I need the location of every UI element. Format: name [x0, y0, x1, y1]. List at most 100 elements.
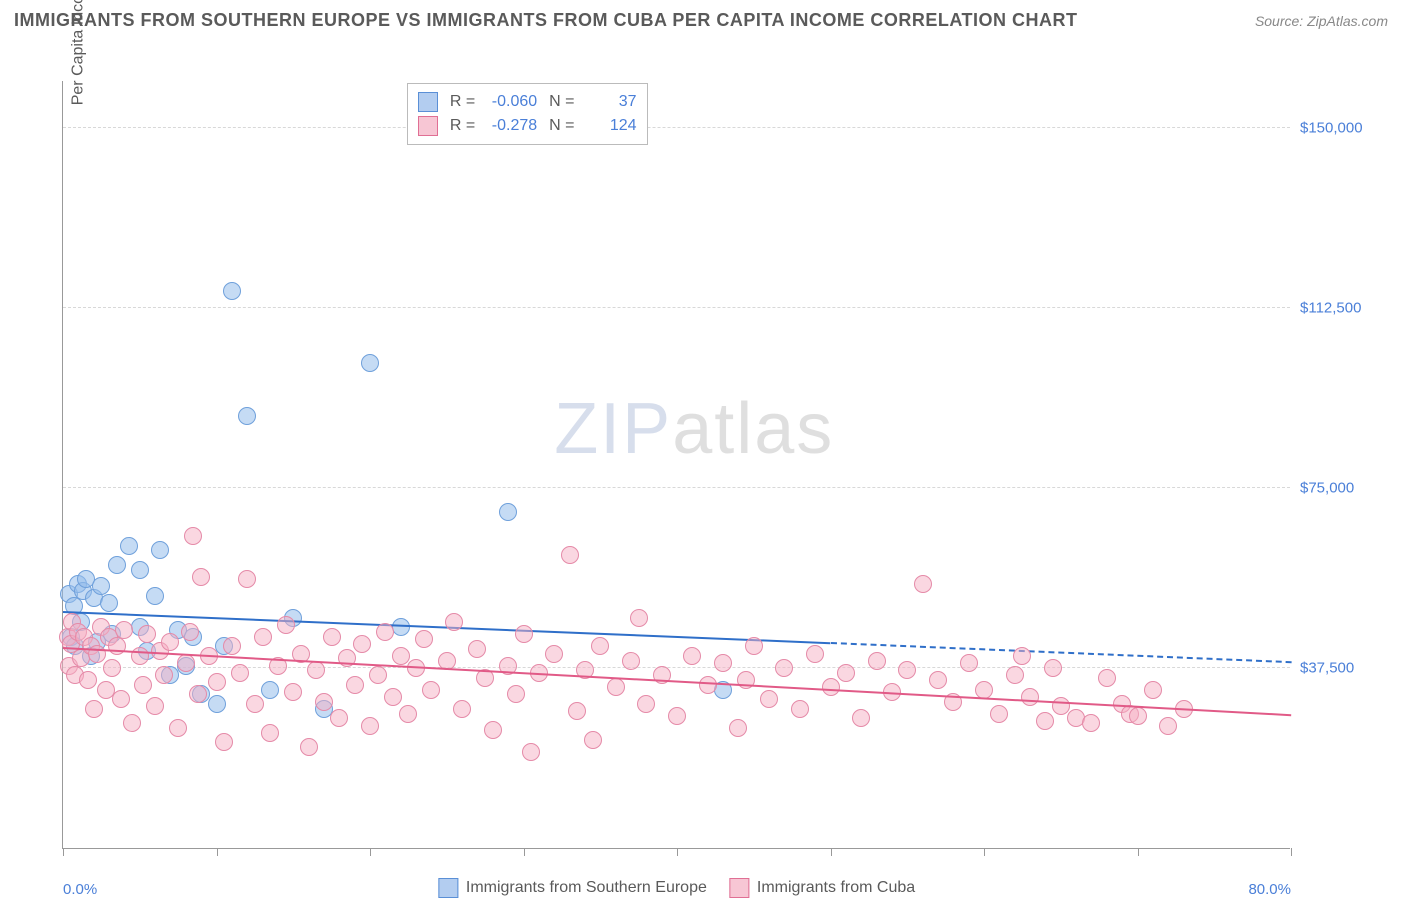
data-point: [177, 654, 195, 672]
data-point: [208, 673, 226, 691]
data-point: [346, 676, 364, 694]
data-point: [79, 671, 97, 689]
data-point: [208, 695, 226, 713]
x-tick: [984, 848, 985, 856]
x-tick: [370, 848, 371, 856]
legend-swatch: [418, 92, 438, 112]
data-point: [361, 717, 379, 735]
data-point: [1006, 666, 1024, 684]
data-point: [1021, 688, 1039, 706]
data-point: [668, 707, 686, 725]
r-value: -0.278: [483, 117, 537, 135]
data-point: [131, 647, 149, 665]
data-point: [1052, 697, 1070, 715]
data-point: [1098, 669, 1116, 687]
data-point: [392, 618, 410, 636]
data-point: [134, 676, 152, 694]
data-point: [791, 700, 809, 718]
data-point: [545, 645, 563, 663]
data-point: [453, 700, 471, 718]
x-tick: [63, 848, 64, 856]
data-point: [100, 594, 118, 612]
data-point: [85, 700, 103, 718]
data-point: [392, 647, 410, 665]
data-point: [238, 570, 256, 588]
data-point: [515, 625, 533, 643]
n-label: N =: [549, 117, 574, 135]
x-tick: [217, 848, 218, 856]
data-point: [112, 690, 130, 708]
data-point: [990, 705, 1008, 723]
data-point: [898, 661, 916, 679]
n-value: 124: [583, 117, 637, 135]
data-point: [120, 537, 138, 555]
data-point: [468, 640, 486, 658]
trend-line-extrapolated: [830, 642, 1291, 663]
data-point: [231, 664, 249, 682]
data-point: [376, 623, 394, 641]
data-point: [929, 671, 947, 689]
data-point: [1082, 714, 1100, 732]
source-attribution: Source: ZipAtlas.com: [1255, 13, 1388, 29]
data-point: [960, 654, 978, 672]
data-point: [975, 681, 993, 699]
data-point: [161, 633, 179, 651]
legend-swatch: [418, 116, 438, 136]
data-point: [261, 724, 279, 742]
data-point: [284, 683, 302, 701]
r-label: R =: [450, 117, 475, 135]
data-point: [745, 637, 763, 655]
data-point: [246, 695, 264, 713]
data-point: [261, 681, 279, 699]
data-point: [108, 637, 126, 655]
data-point: [637, 695, 655, 713]
gridline: [63, 487, 1290, 488]
data-point: [415, 630, 433, 648]
data-point: [607, 678, 625, 696]
correlation-stats-box: R =-0.060N =37R =-0.278N =124: [407, 83, 648, 145]
data-point: [223, 282, 241, 300]
data-point: [146, 697, 164, 715]
legend-label: Immigrants from Cuba: [757, 879, 915, 897]
data-point: [499, 503, 517, 521]
data-point: [584, 731, 602, 749]
data-point: [123, 714, 141, 732]
data-point: [155, 666, 173, 684]
stats-row: R =-0.060N =37: [418, 90, 637, 114]
data-point: [238, 407, 256, 425]
data-point: [729, 719, 747, 737]
data-point: [315, 693, 333, 711]
x-tick-label: 80.0%: [1248, 881, 1291, 898]
data-point: [422, 681, 440, 699]
data-point: [806, 645, 824, 663]
chart-header: IMMIGRANTS FROM SOUTHERN EUROPE VS IMMIG…: [0, 0, 1406, 39]
data-point: [775, 659, 793, 677]
data-point: [151, 541, 169, 559]
data-point: [1044, 659, 1062, 677]
x-tick-label: 0.0%: [63, 881, 97, 898]
data-point: [92, 577, 110, 595]
data-point: [591, 637, 609, 655]
watermark: ZIPatlas: [554, 388, 834, 470]
data-point: [837, 664, 855, 682]
data-point: [445, 613, 463, 631]
data-point: [192, 568, 210, 586]
x-tick: [1138, 848, 1139, 856]
legend-swatch: [438, 878, 458, 898]
y-tick-label: $112,500: [1300, 300, 1380, 317]
r-label: R =: [450, 93, 475, 111]
gridline: [63, 307, 1290, 308]
data-point: [484, 721, 502, 739]
x-tick: [524, 848, 525, 856]
data-point: [254, 628, 272, 646]
data-point: [88, 645, 106, 663]
n-label: N =: [549, 93, 574, 111]
data-point: [115, 621, 133, 639]
y-tick-label: $37,500: [1300, 660, 1380, 677]
data-point: [714, 654, 732, 672]
data-point: [361, 354, 379, 372]
data-point: [300, 738, 318, 756]
data-point: [568, 702, 586, 720]
data-point: [138, 625, 156, 643]
data-point: [184, 527, 202, 545]
